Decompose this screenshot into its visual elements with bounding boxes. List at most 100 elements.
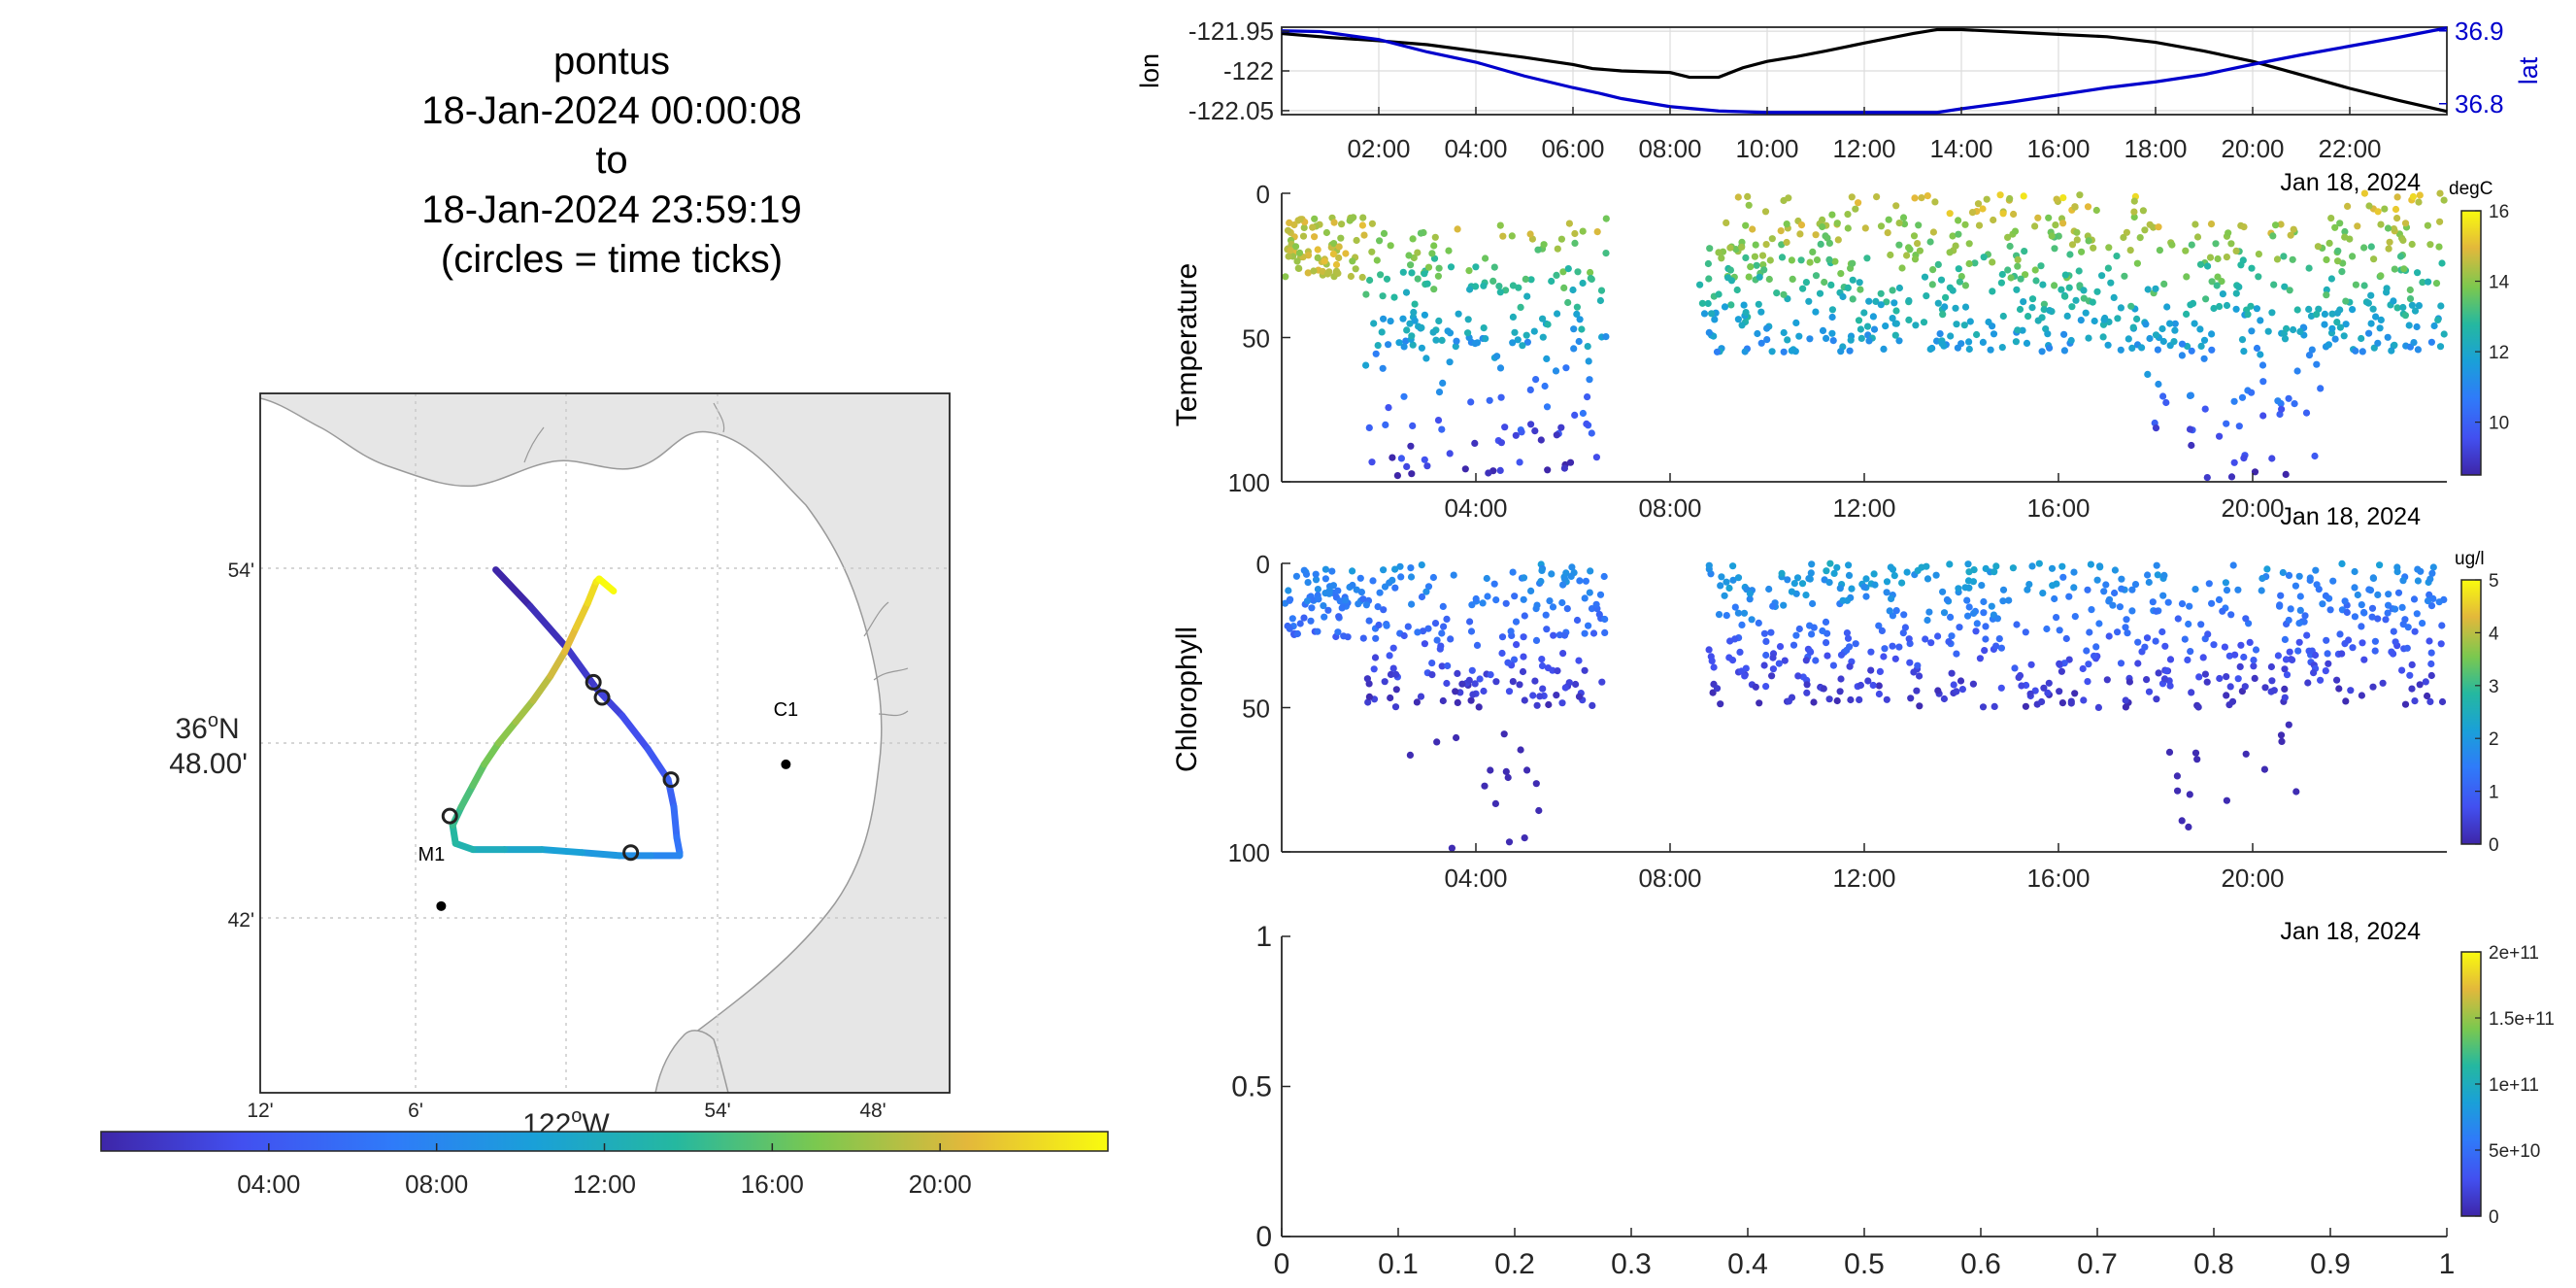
temperature-point (1761, 208, 1770, 216)
chlorophyll-point (1741, 672, 1749, 680)
chlorophyll-point (1803, 681, 1811, 689)
temperature-point (1383, 275, 1391, 283)
chlorophyll-point (1775, 660, 1783, 667)
temperature-point (2196, 325, 2204, 333)
chlorophyll-point (2398, 603, 2406, 612)
temperature-point (1480, 282, 1488, 289)
temperature-point (2090, 244, 2097, 252)
chlorophyll-point (1532, 636, 1541, 645)
temperature-point (1332, 260, 1341, 269)
chlorophyll-point (2035, 559, 2043, 567)
chlorophyll-point (2351, 613, 2359, 621)
temperature-point (2257, 317, 2264, 324)
chlorophyll-point (2080, 696, 2088, 704)
temperature-point (1393, 472, 1401, 480)
chlorophyll-point (1480, 687, 1488, 695)
track-segment (595, 575, 618, 594)
temperature-point (2126, 247, 2134, 254)
temperature-point (1593, 228, 1601, 236)
temperature-point (2377, 316, 2385, 323)
chlorophyll-point (1875, 690, 1883, 698)
temperature-point (1827, 281, 1835, 288)
chlorophyll-point (1958, 686, 1966, 694)
chlorophyll-point (1601, 615, 1609, 624)
temperature-point (1732, 246, 1740, 254)
temperature-point (2313, 360, 2321, 368)
temperature-point (1517, 303, 1524, 311)
chlorophyll-point (1314, 627, 1321, 635)
chlorophyll-point (2071, 690, 2079, 697)
temperature-point (2240, 455, 2248, 462)
land-south-spit (654, 1030, 729, 1093)
temperature-point (1696, 281, 1704, 288)
temperature-point (1778, 241, 1786, 249)
temperature-point (2196, 260, 2205, 268)
chlorophyll-point (1408, 600, 1416, 608)
temperature-point (1509, 313, 1517, 321)
chlorophyll-point (1888, 594, 1895, 603)
temperature-point (1990, 216, 1997, 224)
chlorophyll-point (1359, 634, 1367, 642)
chlorophyll-point (2093, 576, 2101, 584)
chlorophyll-point (1847, 695, 1855, 704)
temperature-point (1954, 344, 1961, 352)
temperature-point (1953, 321, 1960, 328)
chlorophyll-point (1538, 656, 1546, 663)
temperature-point (2080, 294, 2088, 302)
chlorophyll-point (1768, 672, 1776, 680)
temperature-point (2302, 409, 2311, 417)
chlorophyll-point (2410, 595, 2419, 603)
chlorophyll-point (1823, 567, 1830, 575)
chlorophyll-point (1338, 604, 1346, 612)
chlorophyll-point (1565, 679, 1573, 687)
chlorophyll-point (1561, 684, 1569, 692)
temperature-point (2121, 272, 2128, 280)
temperature-point (1773, 289, 1781, 297)
chlorophyll-point (1826, 559, 1834, 567)
chlorophyll-point (1307, 617, 1315, 625)
chlorophyll-point (2343, 608, 2351, 617)
temperature-point (1998, 270, 2006, 279)
temperature-point (2114, 315, 2122, 322)
chlorophyll-point (2219, 607, 2226, 615)
temperature-point (1321, 257, 1328, 265)
chlorophyll-point (1363, 675, 1371, 683)
chlorophyll-point (2347, 687, 2355, 695)
temperature-point (2040, 300, 2048, 308)
chlorophyll-point (1852, 640, 1859, 648)
temperature-point (2067, 336, 2075, 345)
temperature-point (1434, 417, 1443, 424)
temperature-point (1424, 263, 1433, 271)
chlorophyll-point (2222, 579, 2229, 587)
chlorophyll-point (1428, 660, 1436, 667)
temperature-point (1435, 389, 1444, 396)
chlorophyll-point (2013, 621, 2021, 628)
title-end-time: 18-Jan-2024 23:59:19 (421, 188, 802, 231)
temperature-point (2208, 346, 2216, 354)
temperature-point (1825, 255, 1833, 263)
chlorophyll-point (2326, 606, 2334, 614)
chlorophyll-point (2323, 636, 2330, 644)
chlorophyll-point (1527, 587, 1535, 595)
temperature-point (2066, 251, 2074, 258)
chlorophyll-point (1792, 631, 1800, 639)
temperature-point (1700, 310, 1709, 318)
temperature-point (1464, 316, 1472, 323)
temperature-point (2248, 327, 2256, 335)
chlorophyll-xtick-label: 04:00 (1444, 864, 1507, 893)
temperature-point (1768, 348, 1776, 356)
temperature-point (2071, 203, 2079, 211)
temperature-point (2065, 284, 2073, 291)
chlorophyll-point (2149, 598, 2157, 606)
temperature-point (1895, 241, 1903, 249)
temperature-point (1400, 392, 1408, 400)
temperature-point (2201, 405, 2209, 413)
temperature-point (1382, 421, 1389, 428)
temperature-point (2093, 288, 2101, 295)
chlorophyll-point (2186, 791, 2193, 798)
chlorophyll-point (1407, 573, 1416, 581)
temperature-point (1534, 246, 1542, 254)
temperature-point (1368, 458, 1376, 466)
chlorophyll-point (1992, 562, 2000, 570)
chlorophyll-point (2237, 641, 2245, 649)
